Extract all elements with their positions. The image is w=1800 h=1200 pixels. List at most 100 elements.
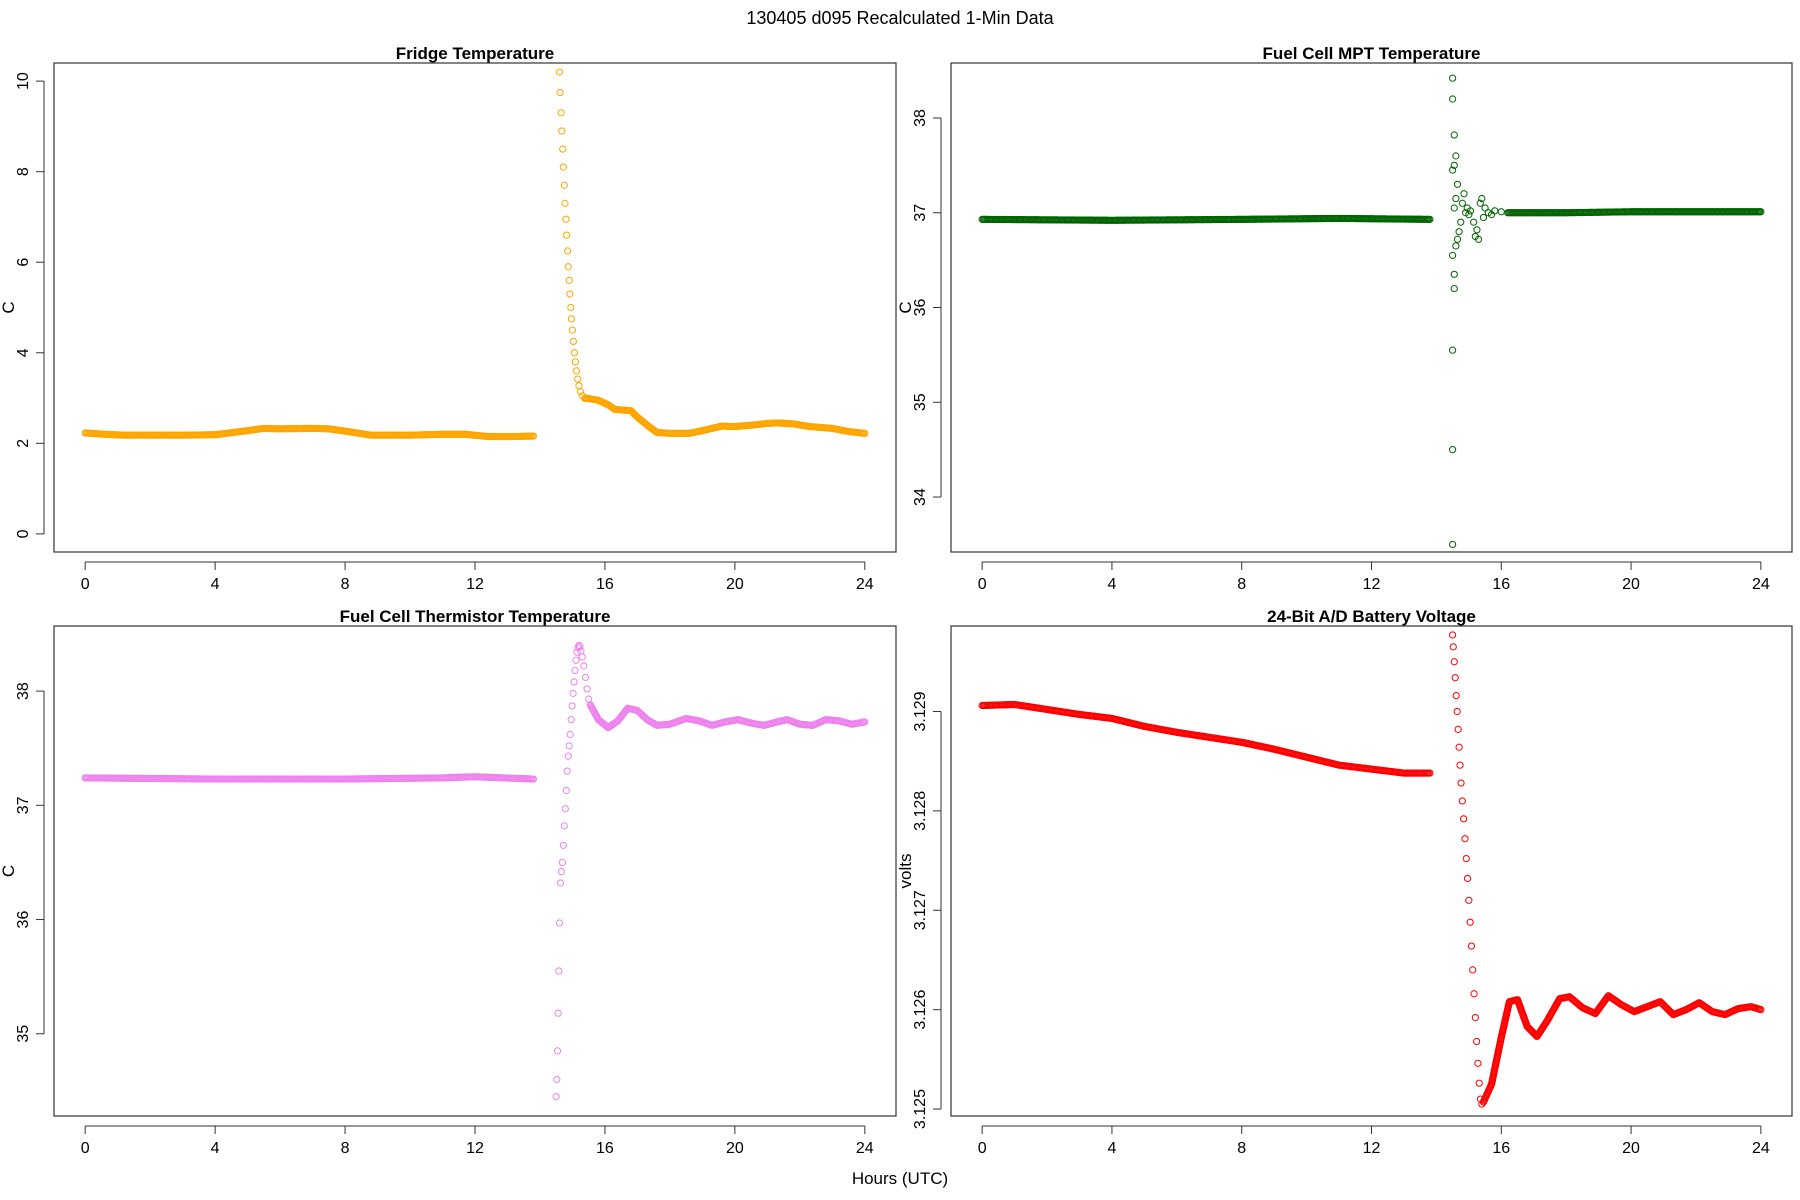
chart3-x-tick-label: 12 — [1363, 1140, 1381, 1157]
chart0-data-point — [564, 263, 572, 271]
chart1-data-point — [1460, 190, 1468, 198]
chart2-data-point — [580, 662, 588, 670]
chart3-data-point — [1473, 1037, 1481, 1046]
chart0-x-tick-label: 16 — [596, 576, 614, 593]
chart2-data-point — [570, 678, 578, 686]
figure-suptitle: 130405 d095 Recalculated 1-Min Data — [746, 8, 1054, 28]
chart0-x-tick-label: 24 — [856, 576, 874, 593]
chart1-y-tick-label: 35 — [912, 393, 929, 411]
chart3-y-tick-label: 3.125 — [912, 1089, 929, 1129]
chart3-data-point — [1461, 835, 1469, 843]
chart1-x-tick-label: 16 — [1492, 576, 1510, 593]
chart3-data-point — [1469, 966, 1477, 974]
chart3-data-point — [1463, 874, 1472, 883]
chart3-data-points — [978, 631, 1765, 1108]
chart2-data-point — [573, 648, 581, 656]
chart2-data-point — [565, 742, 573, 750]
chart2-y-tick-label: 38 — [15, 682, 32, 700]
chart3-x-tick-label: 8 — [1237, 1140, 1246, 1157]
chart1-data-point — [1449, 251, 1457, 259]
chart0-data-point — [529, 432, 538, 440]
chart1-data-point — [1479, 213, 1488, 222]
chart3-y-axis-label: volts — [896, 854, 915, 889]
chart2-data-points — [81, 641, 869, 1101]
chart0-data-point — [560, 181, 568, 189]
chart0-y-axis-label: C — [0, 301, 18, 313]
chart2-data-point — [553, 1047, 562, 1055]
chart2-data-point — [552, 1092, 560, 1101]
chart0-x-tick-label: 20 — [726, 576, 744, 593]
chart1-data-point — [1449, 346, 1457, 354]
chart2-data-point — [558, 858, 566, 867]
chart3-x-tick-label: 20 — [1622, 1140, 1640, 1157]
chart3-data-point — [1465, 896, 1473, 904]
chart1-data-point — [1452, 242, 1460, 250]
chart1-data-point — [1455, 228, 1463, 236]
chart1-data-point — [1457, 218, 1465, 226]
chart1-x-tick-label: 24 — [1752, 576, 1770, 593]
chart3-data-point — [1452, 691, 1460, 700]
chart3-data-point — [1475, 1079, 1483, 1087]
chart0-x-tick-label: 12 — [466, 576, 484, 593]
chart1-x-tick-label: 0 — [978, 576, 987, 593]
chart0-plot-frame — [53, 62, 897, 553]
chart1-data-point — [1466, 207, 1475, 215]
chart0-y-tick-label: 4 — [15, 348, 32, 357]
chart2-data-point — [583, 685, 591, 693]
chart0-data-point — [575, 382, 583, 390]
chart2-x-tick-label: 24 — [856, 1140, 874, 1157]
chart0-data-point — [562, 215, 570, 223]
chart3-data-point — [1450, 658, 1458, 666]
chart2-data-point — [529, 775, 538, 783]
chart1-data-point — [1449, 95, 1457, 103]
chart2-x-tick-label: 0 — [81, 1140, 90, 1157]
chart1-x-tick-label: 8 — [1237, 576, 1246, 593]
chart0-y-tick-label: 2 — [15, 439, 32, 448]
chart0-y-tick-label: 10 — [15, 72, 32, 90]
chart2-title: Fuel Cell Thermistor Temperature — [340, 607, 611, 626]
chart0-data-point — [559, 163, 567, 171]
chart2-x-tick-label: 12 — [466, 1140, 484, 1157]
chart3-data-point — [1471, 1014, 1479, 1022]
chart1-x-tick-label: 4 — [1107, 576, 1116, 593]
chart2-y-tick-label: 37 — [15, 796, 32, 814]
chart1-y-tick-label: 37 — [912, 204, 929, 222]
chart1-data-point — [1450, 204, 1458, 212]
chart0-data-point — [557, 109, 565, 117]
chart3-y-tick-label: 3.128 — [912, 791, 929, 831]
chart3-data-point — [1453, 707, 1461, 716]
chart2-x-tick-label: 4 — [211, 1140, 220, 1157]
chart1-y-tick-label: 34 — [912, 488, 929, 506]
chart2-data-point — [564, 752, 572, 760]
chart1-data-point — [1491, 207, 1499, 215]
chart2-data-point — [571, 666, 579, 675]
chart1-data-point — [1473, 226, 1481, 234]
chart2-y-axis-label: C — [0, 865, 18, 877]
chart1-data-point — [1450, 131, 1458, 139]
chart2-x-tick-label: 20 — [726, 1140, 744, 1157]
chart3-plot-frame — [950, 625, 1793, 1117]
chart2-x-tick-label: 8 — [341, 1140, 350, 1157]
chart0-data-point — [571, 358, 579, 366]
panel-battery-voltage: 24-Bit A/D Battery Voltage 0 4 8 12 16 20 24 3.1… — [896, 607, 1793, 1157]
chart2-data-point — [555, 919, 564, 927]
chart1-data-point — [1449, 166, 1457, 174]
chart0-data-point — [567, 303, 575, 312]
chart3-x-tick-label: 4 — [1107, 1140, 1116, 1157]
chart3-y-tick-label: 3.127 — [912, 890, 929, 930]
chart1-data-point — [1474, 235, 1483, 243]
chart0-data-point — [574, 375, 582, 383]
chart3-data-point — [1454, 725, 1462, 733]
chart3-data-point — [1460, 815, 1468, 823]
chart2-data-point — [568, 702, 576, 710]
chart0-data-points — [81, 68, 869, 441]
chart0-data-point — [555, 68, 564, 76]
chart3-x-tick-label: 24 — [1752, 1140, 1770, 1157]
chart0-y-tick-label: 8 — [15, 167, 32, 176]
chart1-data-point — [1452, 152, 1460, 160]
chart1-x-tick-label: 20 — [1622, 576, 1640, 593]
chart2-data-point — [559, 841, 567, 849]
chart2-data-point — [557, 867, 566, 876]
